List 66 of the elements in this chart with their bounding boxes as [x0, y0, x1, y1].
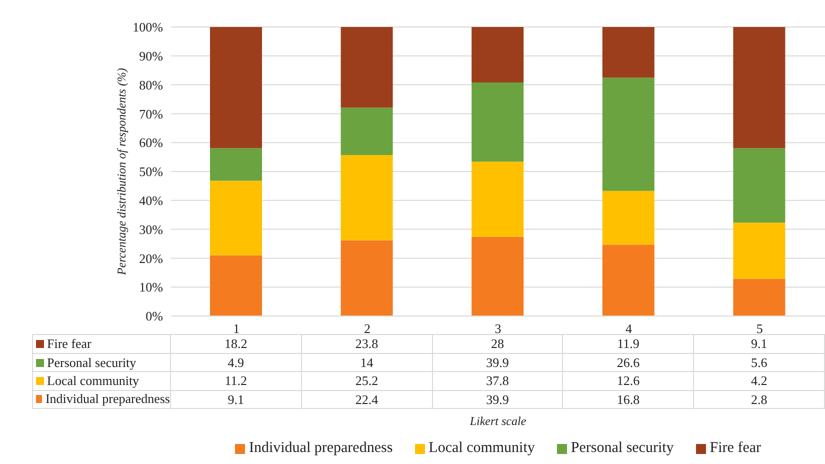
bar — [733, 27, 786, 148]
y-tick-label: 40% — [139, 193, 164, 208]
y-tick-label: 100% — [132, 20, 164, 35]
bar — [472, 162, 524, 237]
text: Personal security — [570, 440, 674, 456]
bar — [472, 236, 524, 316]
bar — [602, 78, 654, 191]
bar — [340, 27, 393, 108]
x-tick-label: 5 — [756, 321, 763, 336]
legend-label: Fire fear — [32, 335, 171, 353]
legend-label: Local community — [32, 372, 171, 390]
bar — [602, 190, 654, 245]
bar — [210, 255, 262, 316]
text: 12.6 — [563, 372, 694, 390]
x-tick-label: 2 — [364, 321, 370, 336]
x-tick-label: 3 — [494, 321, 502, 336]
text: Local community — [428, 440, 535, 456]
text: Fire fear — [710, 440, 762, 456]
y-tick-label: 10% — [139, 280, 164, 295]
y-axis-title: Percentage distribution of respondents (%) — [114, 68, 128, 276]
text: 39.9 — [432, 391, 564, 408]
x-tick-label: 1 — [233, 321, 240, 336]
legend-label: Personal security — [32, 354, 171, 372]
text: 28 — [432, 335, 564, 353]
y-tick-label: 20% — [139, 250, 164, 266]
text: 2.8 — [694, 391, 825, 408]
text: 5.6 — [694, 354, 825, 372]
bar — [733, 222, 786, 279]
bar — [472, 27, 524, 82]
bar — [210, 148, 262, 181]
bar — [733, 278, 786, 316]
text: 23.8 — [302, 335, 433, 353]
y-tick-label: 30% — [139, 222, 164, 237]
bar — [340, 155, 393, 240]
y-tick-label: 60% — [139, 135, 164, 150]
text: 4.2 — [694, 372, 825, 390]
text: 26.6 — [563, 354, 694, 372]
bar — [340, 240, 393, 316]
bar — [602, 244, 654, 316]
bar — [602, 27, 654, 78]
y-tick-label: 80% — [139, 77, 164, 92]
bar — [340, 108, 393, 156]
text: 39.9 — [432, 354, 564, 372]
y-tick-label: 50% — [139, 164, 164, 180]
text: 22.4 — [302, 391, 433, 408]
text: 11.2 — [171, 372, 302, 390]
x-tick-label: 4 — [626, 321, 633, 336]
text: 18.2 — [171, 335, 302, 353]
text: 14 — [302, 354, 433, 372]
text: Individual preparedness — [248, 440, 393, 456]
bar — [210, 27, 262, 148]
text: 37.8 — [432, 372, 564, 390]
text: 4.9 — [171, 354, 302, 372]
text: 11.9 — [563, 335, 694, 353]
text: 16.8 — [563, 391, 694, 408]
legend-label: Individual preparedness — [32, 391, 171, 408]
bar — [210, 180, 262, 256]
y-tick-label: 90% — [139, 48, 164, 64]
text: 9.1 — [171, 391, 302, 408]
bar — [472, 82, 524, 162]
text: 9.1 — [694, 335, 825, 353]
text: 25.2 — [302, 372, 433, 390]
y-tick-label: 70% — [139, 106, 164, 122]
y-tick-label: 0% — [146, 308, 164, 324]
text: Likert scale — [468, 414, 528, 429]
bar — [733, 148, 786, 223]
